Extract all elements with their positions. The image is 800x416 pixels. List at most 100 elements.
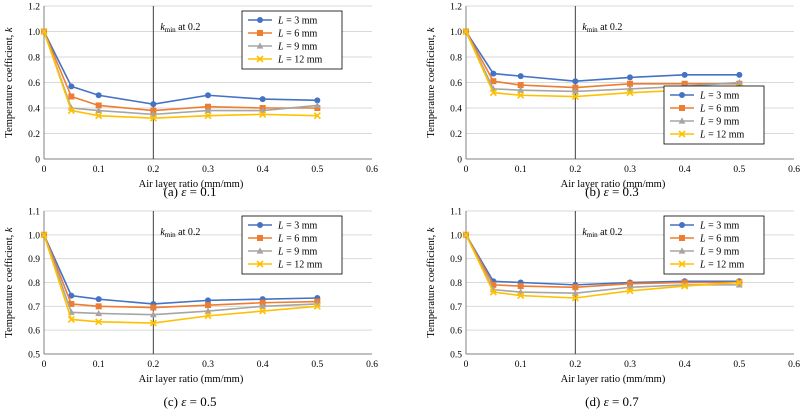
data-point xyxy=(95,92,102,99)
data-point xyxy=(205,103,211,110)
data-point xyxy=(517,292,525,300)
legend-label-rest: = 9 mm xyxy=(284,247,318,258)
data-point xyxy=(68,83,75,90)
data-point xyxy=(205,92,211,99)
caption-value: = 0.5 xyxy=(190,394,217,409)
kmin-k: k xyxy=(160,22,165,33)
data-point xyxy=(95,318,103,326)
legend-label: L = 3 mm xyxy=(699,91,739,102)
data-point xyxy=(571,294,579,302)
y-axis-label-var: k xyxy=(426,227,437,232)
legend-label-var: L xyxy=(699,260,706,271)
x-tick-label: 0.4 xyxy=(679,165,691,175)
data-point xyxy=(68,292,75,299)
data-point xyxy=(735,278,743,287)
y-tick-label: 1.0 xyxy=(450,231,462,241)
kmin-annotation: kmin at 0.2 xyxy=(160,22,200,34)
legend-marker xyxy=(678,117,686,124)
data-point xyxy=(95,106,103,114)
legend-marker xyxy=(678,247,686,254)
y-tick-label: 0.9 xyxy=(450,255,462,265)
legend-marker xyxy=(679,235,685,241)
x-tick-label: 0.5 xyxy=(311,165,323,175)
y-axis-label: Temperature coefficient, k xyxy=(426,27,437,137)
data-point xyxy=(517,283,524,290)
y-tick-label: 1.2 xyxy=(28,3,40,13)
legend-label-rest: = 3 mm xyxy=(284,16,318,27)
y-tick-label: 0.8 xyxy=(450,279,462,289)
kmin-sub: min xyxy=(165,26,176,34)
series-4 xyxy=(40,27,321,122)
legend-label-rest: = 12 mm xyxy=(284,260,323,271)
y-tick-label: 0.7 xyxy=(28,303,40,313)
legend-label: L = 6 mm xyxy=(277,234,317,245)
series-line xyxy=(465,31,740,83)
data-point xyxy=(735,78,743,86)
x-tick-label: 0.6 xyxy=(788,360,800,370)
data-point xyxy=(571,87,579,95)
data-point xyxy=(150,107,157,114)
caption-prefix: (b) xyxy=(585,184,603,199)
x-tick-label: 0 xyxy=(42,360,47,370)
legend-label-rest: = 6 mm xyxy=(284,29,318,40)
series-4 xyxy=(40,231,321,327)
x-tick-label: 0.1 xyxy=(515,360,527,370)
legend-label-var: L xyxy=(277,260,284,271)
data-point xyxy=(67,106,75,115)
y-tick-label: 0.9 xyxy=(28,255,40,265)
y-axis-label-text: Temperature coefficient, xyxy=(426,232,437,337)
x-axis-label: Air layer ratio (mm/mm) xyxy=(139,179,244,190)
caption-prefix: (d) xyxy=(585,394,603,409)
x-tick-label: 0.2 xyxy=(147,360,159,370)
y-tick-label: 0.6 xyxy=(450,327,462,337)
data-point xyxy=(259,110,267,118)
kmin-sub: min xyxy=(165,231,176,239)
data-point xyxy=(313,101,321,109)
data-point xyxy=(259,302,267,309)
legend: L = 3 mmL = 6 mmL = 9 mmL = 12 mm xyxy=(663,215,765,275)
legend-label-var: L xyxy=(277,16,284,27)
data-point xyxy=(40,231,48,239)
legend-marker xyxy=(679,222,685,228)
y-tick-label: 0.5 xyxy=(28,351,40,361)
data-point xyxy=(517,86,525,93)
y-axis-label-var: k xyxy=(4,27,15,32)
legend-label: L = 6 mm xyxy=(699,234,739,245)
y-axis-label-text: Temperature coefficient, xyxy=(4,232,15,337)
data-point xyxy=(489,288,497,296)
x-tick-label: 0.6 xyxy=(366,360,378,370)
panel-d: 0.5 0.6 0.7 0.8 0.9 1.0 1.1 0 0.1 0.2 0.3 0.4 0.5 0.6… xyxy=(426,208,800,410)
data-point xyxy=(67,315,75,324)
legend-label-var: L xyxy=(699,247,706,258)
x-tick-label: 0.6 xyxy=(366,165,378,175)
y-tick-label: 0.6 xyxy=(28,79,40,89)
y-tick-label: 1.0 xyxy=(28,28,40,38)
caption-eps: ε xyxy=(181,394,189,409)
data-point xyxy=(205,302,211,309)
data-point xyxy=(571,289,579,296)
kmin-text: at 0.2 xyxy=(598,227,623,238)
y-tick-label: 0.5 xyxy=(450,351,462,361)
data-point xyxy=(95,112,103,120)
data-point xyxy=(204,106,212,114)
legend-label-var: L xyxy=(699,234,706,245)
legend-label: L = 9 mm xyxy=(699,117,739,128)
data-point xyxy=(462,231,470,239)
data-point xyxy=(204,112,212,120)
y-axis-label: Temperature coefficient, k xyxy=(4,227,15,337)
data-point xyxy=(517,73,524,80)
data-point xyxy=(204,307,212,314)
y-tick-label: 0.8 xyxy=(28,279,40,289)
legend-label-rest: = 6 mm xyxy=(706,104,740,115)
x-axis-label: Air layer ratio (mm/mm) xyxy=(139,374,244,385)
kmin-annotation: kmin at 0.2 xyxy=(582,22,622,34)
caption-value: = 0.7 xyxy=(612,394,639,409)
legend: L = 3 mmL = 6 mmL = 9 mmL = 12 mm xyxy=(241,215,343,275)
data-point xyxy=(95,102,102,109)
legend-marker xyxy=(256,55,264,63)
data-point xyxy=(572,78,579,85)
data-point xyxy=(517,82,524,89)
kmin-text: at 0.2 xyxy=(598,22,623,33)
kmin-k: k xyxy=(582,227,587,238)
